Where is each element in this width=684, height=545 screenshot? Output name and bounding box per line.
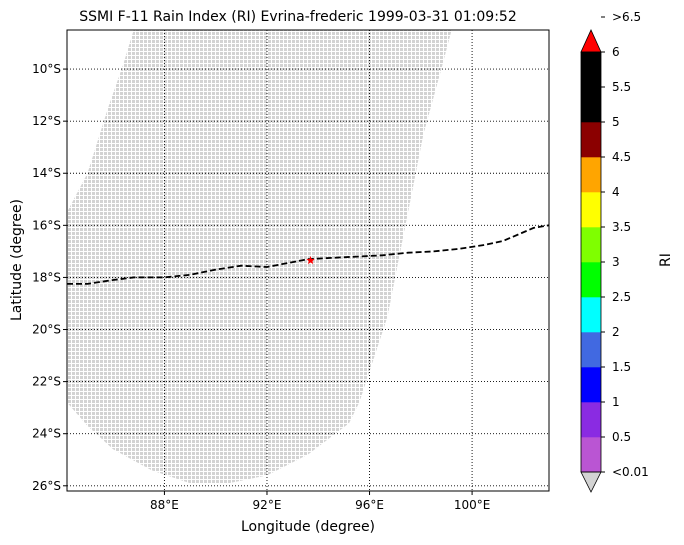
x-tick-label: 100°E	[454, 498, 491, 512]
colorbar-tick-label: 1.5	[612, 360, 631, 374]
colorbar-tick-label: >6.5	[612, 10, 641, 24]
y-tick-label: 14°S	[32, 166, 61, 180]
colorbar-segment	[581, 87, 601, 123]
colorbar-tick-label: 3.5	[612, 220, 631, 234]
storm-track-line	[67, 224, 549, 285]
colorbar: <0.01 0.5 1 1.5 2 2.5 3 3.5 4 4.5 5 5.5 6 >6.5	[580, 10, 649, 493]
grid-layer	[67, 30, 549, 491]
plot-area	[66, 29, 550, 492]
y-tick-label: 22°S	[32, 375, 61, 389]
colorbar-segment	[581, 262, 601, 298]
colorbar-tick-label: 4	[612, 185, 620, 199]
y-tick-label: 26°S	[32, 479, 61, 493]
swath-region	[67, 30, 452, 484]
colorbar-tick-label: 3	[612, 255, 620, 269]
colorbar-segment	[581, 157, 601, 193]
y-tick-label: 16°S	[32, 218, 61, 232]
colorbar-segment	[581, 367, 601, 403]
x-axis-ticks: 88°E 92°E 96°E 100°E	[150, 491, 490, 512]
colorbar-tick-label: <0.01	[612, 465, 649, 479]
x-tick-label: 92°E	[253, 498, 282, 512]
colorbar-tick-label: 5.5	[612, 80, 631, 94]
colorbar-segment	[581, 332, 601, 368]
chart-title: SSMI F-11 Rain Index (RI) Evrina-frederi…	[79, 9, 517, 25]
colorbar-segment	[581, 437, 601, 473]
colorbar-tick-label: 6	[612, 45, 620, 59]
colorbar-segment	[581, 52, 601, 88]
colorbar-segment	[581, 402, 601, 438]
colorbar-tick-label: 0.5	[612, 430, 631, 444]
storm-center-star-icon	[306, 256, 315, 265]
track-layer	[67, 224, 549, 285]
colorbar-segment	[581, 192, 601, 228]
y-tick-label: 24°S	[32, 427, 61, 441]
colorbar-tick-label: 5	[612, 115, 620, 129]
colorbar-tick-label: 4.5	[612, 150, 631, 164]
colorbar-tick-label: 2	[612, 325, 620, 339]
plot-frame	[66, 29, 550, 492]
colorbar-over-triangle	[580, 29, 602, 53]
x-tick-label: 96°E	[355, 498, 384, 512]
colorbar-under-triangle	[580, 471, 602, 493]
colorbar-tick-label: 1	[612, 395, 620, 409]
y-axis-label: Latitude (degree)	[9, 199, 25, 321]
y-tick-label: 10°S	[32, 62, 61, 76]
colorbar-segment	[581, 227, 601, 263]
y-axis-ticks: 10°S 12°S 14°S 16°S 18°S 20°S 22°S 24°S 26°S	[32, 62, 67, 493]
x-tick-label: 88°E	[150, 498, 179, 512]
colorbar-segment	[581, 122, 601, 158]
x-axis-label: Longitude (degree)	[241, 519, 375, 535]
y-tick-label: 20°S	[32, 323, 61, 337]
swath-layer	[67, 30, 452, 484]
y-tick-label: 12°S	[32, 114, 61, 128]
colorbar-tick-label: 2.5	[612, 290, 631, 304]
colorbar-label: RI	[658, 253, 674, 267]
y-tick-label: 18°S	[32, 270, 61, 284]
colorbar-segment	[581, 297, 601, 333]
